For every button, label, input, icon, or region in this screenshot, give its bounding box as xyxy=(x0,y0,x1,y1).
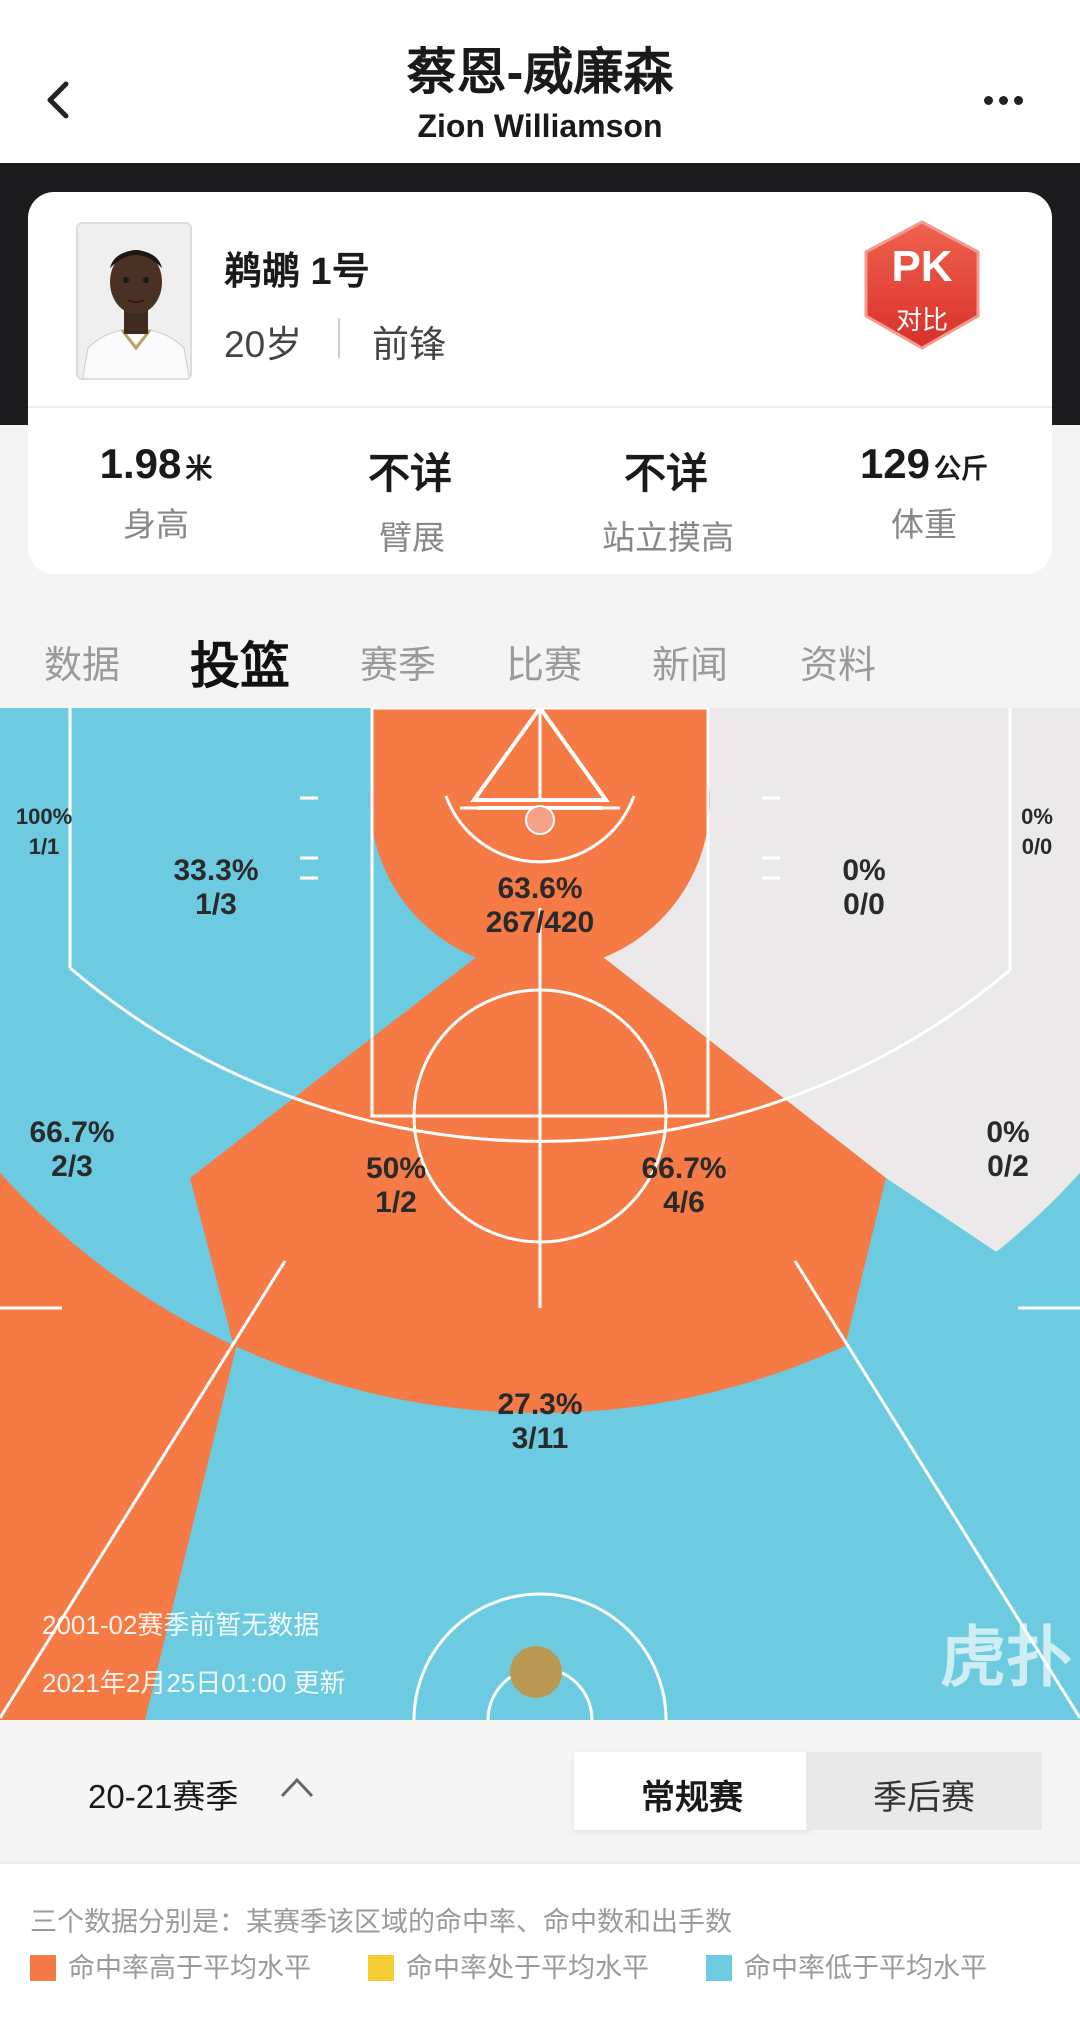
zone-label-pct: 0% xyxy=(1021,804,1053,829)
legend-item: 命中率处于平均水平 xyxy=(368,1946,649,1986)
stat-unit: 米 xyxy=(185,454,213,484)
tab-games[interactable]: 比赛 xyxy=(506,645,583,687)
legend-swatch-average xyxy=(368,1955,394,1981)
legend-label: 命中率处于平均水平 xyxy=(406,1953,649,1983)
legend-label: 命中率低于平均水平 xyxy=(744,1953,987,1983)
regular-season-button[interactable]: 常规赛 xyxy=(574,1752,810,1830)
zone-left-elbow xyxy=(190,908,540,1413)
tab-bar: 数据 投篮 赛季 比赛 新闻 资料 xyxy=(0,604,1080,708)
divider xyxy=(28,406,1052,408)
zone-label-made: 3/11 xyxy=(512,1422,569,1455)
zone-label-made: 2/3 xyxy=(51,1150,93,1183)
updated-timestamp: 2021年2月25日01:00 更新 xyxy=(42,1668,346,1698)
zone-label-made: 0/0 xyxy=(1022,834,1053,859)
season-selector-bar: 20-21赛季 常规赛 季后赛 xyxy=(0,1720,1080,1862)
zone-label-pct: 50% xyxy=(366,1152,426,1185)
tab-profile[interactable]: 资料 xyxy=(800,645,877,687)
zone-label-made: 0/0 xyxy=(843,888,885,921)
stat-value: 1.98 xyxy=(99,440,182,487)
zone-label-made: 1/3 xyxy=(195,888,237,921)
playoff-button[interactable]: 季后赛 xyxy=(806,1752,1042,1830)
stat-height: 1.98 米 身高 xyxy=(28,440,284,546)
legend-label: 命中率高于平均水平 xyxy=(68,1953,311,1983)
season-dropdown[interactable]: 20-21赛季 xyxy=(88,1778,239,1815)
legend-row: 命中率高于平均水平 命中率处于平均水平 命中率低于平均水平 xyxy=(30,1946,1060,1986)
shot-chart: 100% 1/1 33.3% 1/3 63.6% 267/420 0% 0/0 … xyxy=(0,708,1080,1720)
page-title: 蔡恩-威廉森 xyxy=(406,44,674,100)
pk-compare-button[interactable]: PK 对比 xyxy=(856,218,988,358)
player-avatar[interactable] xyxy=(76,222,192,380)
zone-label-pct: 100% xyxy=(16,804,72,829)
legend: 三个数据分别是：某赛季该区域的命中率、命中数和出手数 命中率高于平均水平 命中率… xyxy=(0,1862,1080,2027)
zone-label-pct: 33.3% xyxy=(173,854,258,887)
stat-value: 129 xyxy=(859,440,931,487)
divider xyxy=(338,318,340,358)
more-options-icon[interactable] xyxy=(984,92,1030,106)
legend-swatch-above xyxy=(30,1955,56,1981)
stat-weight: 129 公斤 体重 xyxy=(796,440,1052,546)
stat-wingspan: 不详 臂展 xyxy=(284,440,540,559)
back-icon[interactable] xyxy=(42,78,76,122)
ball-icon xyxy=(510,1646,562,1698)
zone-paint xyxy=(370,708,710,970)
zone-label-pct: 66.7% xyxy=(641,1152,726,1185)
stat-value: 不详 xyxy=(367,450,452,497)
player-age: 20岁 xyxy=(224,324,303,365)
stat-label: 站立摸高 xyxy=(602,519,734,556)
legend-swatch-below xyxy=(706,1955,732,1981)
zone-label-pct: 27.3% xyxy=(497,1388,582,1421)
legend-item: 命中率高于平均水平 xyxy=(30,1946,311,1986)
tab-seasons[interactable]: 赛季 xyxy=(360,645,437,687)
pk-sub-label: 对比 xyxy=(895,305,948,335)
regular-season-label: 常规赛 xyxy=(641,1779,743,1817)
zone-label-pct: 0% xyxy=(986,1116,1029,1149)
player-profile-card: 鹈鹕 1号 20岁 前锋 PK 对比 1.98 米 身高 不详 臂展 不详 站立摸… xyxy=(28,192,1052,574)
zone-label-made: 267/420 xyxy=(486,906,594,939)
stat-standing-reach: 不详 站立摸高 xyxy=(540,440,796,559)
top-bar: 蔡恩-威廉森 Zion Williamson xyxy=(0,0,1080,163)
stat-label: 身高 xyxy=(123,506,189,543)
tab-shooting[interactable]: 投篮 xyxy=(190,638,290,694)
legend-item: 命中率低于平均水平 xyxy=(706,1946,987,1986)
stat-label: 体重 xyxy=(891,506,957,543)
zone-label-made: 4/6 xyxy=(663,1186,705,1219)
stat-unit: 公斤 xyxy=(934,454,989,484)
playoff-label: 季后赛 xyxy=(873,1779,975,1817)
page-subtitle: Zion Williamson xyxy=(417,108,663,144)
zone-label-pct: 66.7% xyxy=(29,1116,114,1149)
stat-value: 不详 xyxy=(623,450,708,497)
tab-stats[interactable]: 数据 xyxy=(44,645,121,687)
stat-label: 臂展 xyxy=(379,519,445,556)
zone-right-elbow xyxy=(540,908,886,1413)
zone-label-made: 0/2 xyxy=(987,1150,1029,1183)
zone-label-made: 1/2 xyxy=(375,1186,417,1219)
zone-label-pct: 0% xyxy=(842,854,885,887)
zone-label-made: 1/1 xyxy=(29,834,60,859)
basket-icon xyxy=(470,708,610,835)
player-team-number: 鹈鹕 1号 xyxy=(224,251,370,293)
watermark-logo: 虎扑 xyxy=(940,1620,1072,1694)
pk-label: PK xyxy=(891,242,953,291)
no-data-note: 2001-02赛季前暂无数据 xyxy=(42,1610,319,1640)
tab-news[interactable]: 新闻 xyxy=(652,645,729,687)
zone-label-pct: 63.6% xyxy=(497,872,582,905)
player-position: 前锋 xyxy=(372,324,446,365)
legend-description: 三个数据分别是：某赛季该区域的命中率、命中数和出手数 xyxy=(30,1907,732,1937)
chevron-up-icon[interactable] xyxy=(278,1772,316,1802)
